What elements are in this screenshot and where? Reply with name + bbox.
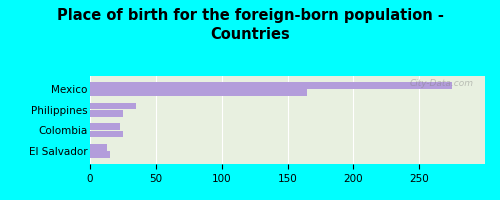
Bar (90, 89, 307, 96)
Text: City-Data.com: City-Data.com (409, 79, 473, 88)
Bar (90, 103, 136, 109)
Bar (90, 82, 452, 89)
Bar (90, 131, 123, 137)
Bar (90, 144, 107, 151)
Bar (90, 110, 123, 117)
Text: Place of birth for the foreign-born population -
Countries: Place of birth for the foreign-born popu… (56, 8, 444, 42)
Bar (90, 123, 120, 130)
Bar (90, 151, 110, 158)
